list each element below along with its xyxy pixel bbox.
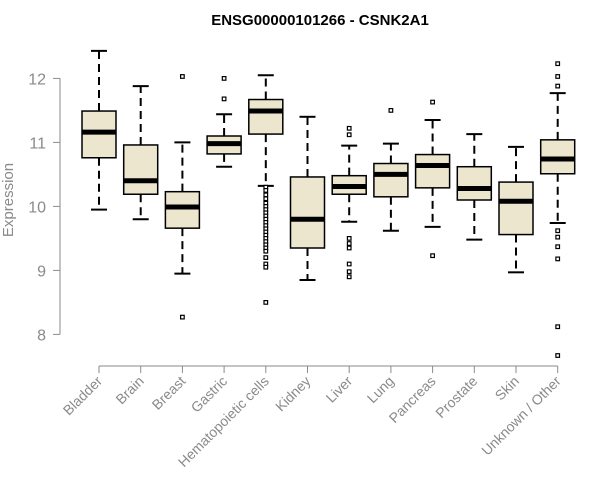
outlier-point (221, 96, 227, 102)
outlier-point (263, 255, 269, 261)
x-tick-label: Kidney (272, 373, 314, 415)
outlier-point (180, 74, 185, 79)
outlier-point (346, 241, 352, 246)
outlier-point (263, 300, 269, 305)
x-tick-label: Brain (112, 373, 146, 407)
outlier-point (555, 244, 561, 250)
iqr-box (456, 165, 493, 201)
x-tick-label: Liver (323, 373, 356, 406)
outlier-point (263, 264, 269, 270)
box-prostate (456, 133, 493, 241)
box-hematopoietic-cells (248, 74, 284, 305)
outlier-point (263, 192, 269, 198)
x-tick-label: Bladder (60, 373, 106, 419)
outlier-point (346, 269, 352, 275)
outlier-point (346, 261, 352, 267)
iqr-box (498, 181, 534, 236)
outlier-point (346, 125, 352, 131)
box-bladder (81, 49, 117, 211)
outlier-point (263, 196, 269, 202)
iqr-box (373, 162, 409, 198)
outlier-point (263, 188, 269, 193)
iqr-box (122, 144, 159, 195)
y-axis: 8 9 10 11 12 (28, 71, 61, 344)
outlier-point (346, 236, 352, 241)
box-pancreas (414, 99, 451, 259)
outlier-point (555, 228, 561, 234)
y-axis-label: Expression (0, 163, 17, 237)
x-tick-label: Prostate (432, 373, 480, 421)
box-skin (498, 145, 534, 274)
box-breast (164, 74, 201, 320)
outlier-point (555, 83, 561, 89)
outlier-point (555, 256, 561, 262)
iqr-box (248, 98, 284, 135)
outlier-point (221, 75, 227, 81)
y-tick-label: 10 (28, 199, 46, 216)
box-gastric (206, 75, 242, 168)
outlier-point (430, 99, 435, 105)
y-tick-label: 9 (37, 263, 46, 280)
outlier-point (263, 248, 269, 254)
y-tick-label: 11 (29, 135, 46, 152)
outlier-point (346, 132, 352, 138)
outlier-point (346, 274, 352, 280)
outlier-point (388, 107, 394, 113)
iqr-box (164, 190, 201, 229)
outlier-point (555, 324, 561, 330)
box-brain (122, 85, 159, 221)
outlier-point (346, 245, 352, 251)
outlier-point (430, 253, 435, 259)
box-lung (373, 107, 409, 232)
outlier-point (555, 353, 561, 358)
iqr-box (289, 176, 326, 249)
chart-title: ENSG00000101266 - CSNK2A1 (211, 12, 429, 29)
box-unknown-other (539, 61, 576, 358)
x-tick-label: Unknown / Other (478, 373, 564, 459)
iqr-box (414, 153, 451, 189)
plot-area (81, 49, 576, 358)
y-tick-label: 8 (37, 327, 46, 344)
x-tick-label: Breast (149, 373, 189, 413)
box-kidney (289, 115, 326, 281)
box-liver (331, 125, 367, 280)
outlier-point (555, 234, 561, 240)
outlier-point (555, 74, 561, 79)
y-tick-label: 12 (28, 71, 46, 88)
x-tick-label: Skin (492, 373, 523, 404)
x-tick-label: Lung (364, 373, 397, 406)
outlier-point (555, 61, 561, 67)
outlier-point (180, 314, 185, 320)
